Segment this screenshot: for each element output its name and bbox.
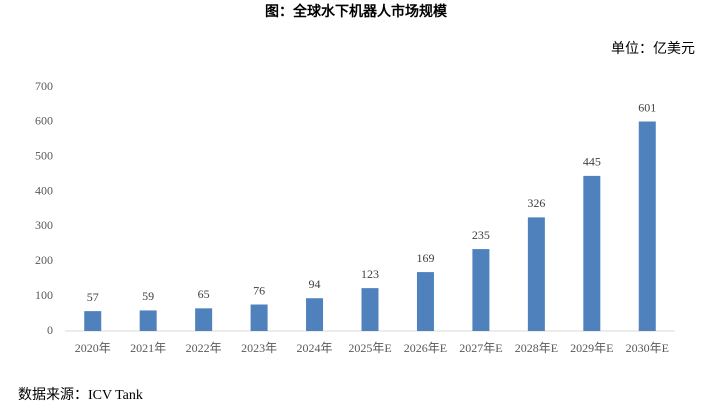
y-tick-label: 500: [35, 148, 53, 162]
x-tick-label: 2020年: [75, 341, 111, 355]
bar: [416, 272, 434, 331]
y-tick-label: 700: [35, 79, 53, 93]
x-tick-label: 2024年: [297, 341, 333, 355]
value-label: 94: [309, 277, 321, 291]
y-tick-label: 300: [35, 218, 53, 232]
bar: [583, 175, 601, 331]
bar: [306, 298, 324, 331]
value-label: 57: [87, 290, 99, 304]
bar: [527, 217, 545, 331]
x-tick-label: 2027年E: [459, 341, 502, 355]
unit-label: 单位：亿美元: [611, 41, 695, 57]
bar: [139, 310, 157, 331]
chart-title: 图：全球水下机器人市场规模: [265, 3, 448, 20]
x-tick-label: 2030年E: [626, 341, 669, 355]
x-tick-label: 2021年: [130, 341, 166, 355]
bar: [361, 288, 379, 331]
value-label: 235: [472, 228, 490, 242]
value-label: 123: [361, 267, 379, 281]
y-tick-label: 100: [35, 288, 53, 302]
value-label: 326: [527, 196, 545, 210]
x-tick-label: 2025年E: [348, 341, 391, 355]
x-tick-label: 2023年: [241, 341, 277, 355]
y-tick-label: 400: [35, 183, 53, 197]
value-label: 59: [142, 289, 154, 303]
y-tick-label: 0: [47, 323, 53, 337]
bar: [84, 311, 102, 331]
value-label: 169: [416, 251, 434, 265]
x-tick-label: 2022年: [186, 341, 222, 355]
x-tick-label: 2026年E: [404, 341, 447, 355]
bar: [638, 121, 656, 331]
value-label: 76: [253, 283, 265, 297]
x-tick-label: 2028年E: [515, 341, 558, 355]
bar: [250, 304, 268, 331]
x-tick-label: 2029年E: [570, 341, 613, 355]
bar: [472, 249, 490, 331]
value-label: 601: [638, 100, 656, 114]
bar: [195, 308, 213, 331]
value-label: 65: [198, 287, 210, 301]
y-tick-label: 200: [35, 253, 53, 267]
y-tick-label: 600: [35, 114, 53, 128]
value-label: 445: [583, 155, 601, 169]
source-note: 数据来源：ICV Tank: [18, 387, 143, 403]
